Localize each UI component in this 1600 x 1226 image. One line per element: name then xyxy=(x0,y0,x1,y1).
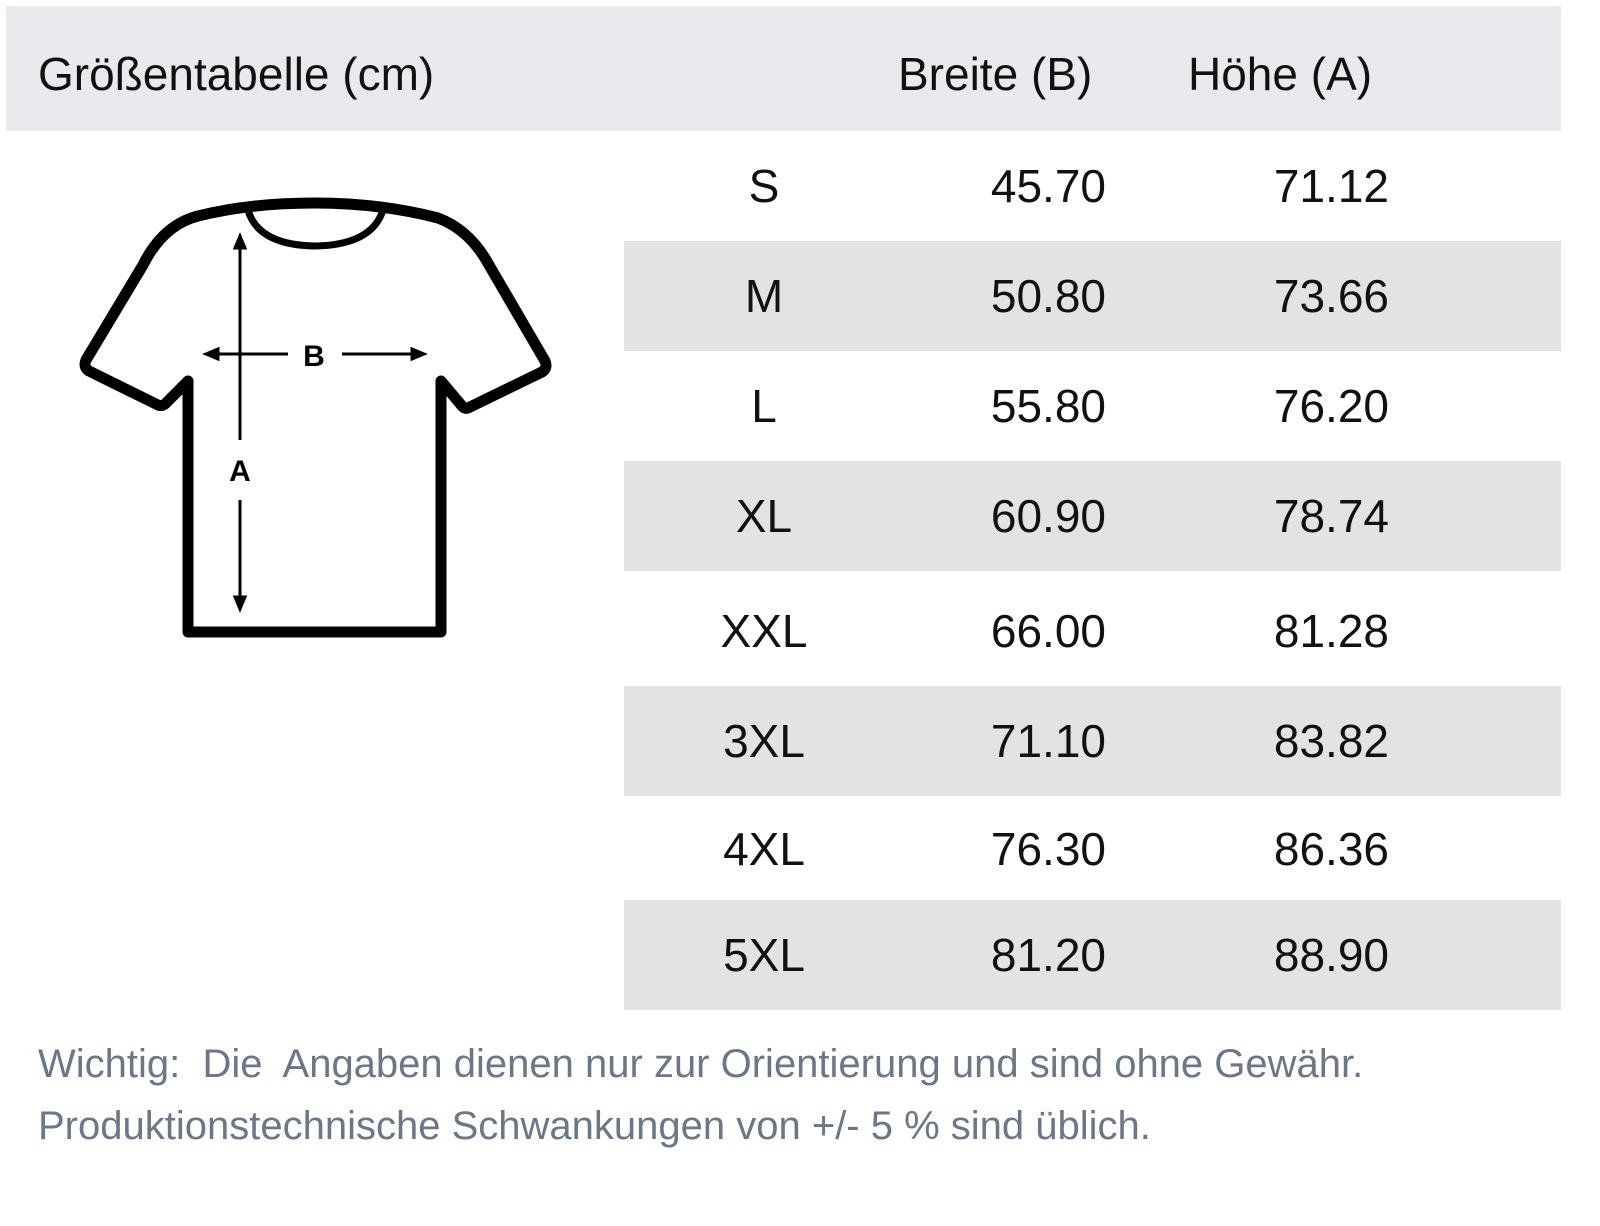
height-cell: 88.90 xyxy=(1273,929,1389,981)
tshirt-outline-icon xyxy=(79,197,552,638)
table-row: 4XL 76.30 86.36 xyxy=(624,794,1561,904)
height-cell: 78.74 xyxy=(1273,490,1389,542)
height-cell: 86.36 xyxy=(1273,823,1389,875)
width-cell: 60.90 xyxy=(990,490,1106,542)
size-cell: M xyxy=(744,270,784,322)
width-cell: 76.30 xyxy=(990,823,1106,875)
size-cell: 4XL xyxy=(723,823,805,875)
height-cell: 73.66 xyxy=(1273,270,1389,322)
note-line-1: Wichtig: Die Angaben dienen nur zur Orie… xyxy=(38,1042,1364,1086)
size-cell: XXL xyxy=(720,605,808,657)
size-cell: 3XL xyxy=(723,715,805,767)
size-cell: 5XL xyxy=(723,929,805,981)
table-row: 5XL 81.20 88.90 xyxy=(624,900,1561,1010)
table-row: 3XL 71.10 83.82 xyxy=(624,686,1561,796)
table-row: S 45.70 71.12 xyxy=(624,131,1561,241)
table-header: Größentabelle (cm) Breite (B) Höhe (A) xyxy=(6,6,1561,131)
table-row: M 50.80 73.66 xyxy=(624,241,1561,351)
size-cell: S xyxy=(748,160,780,212)
height-cell: 83.82 xyxy=(1273,715,1389,767)
height-cell: 81.28 xyxy=(1273,605,1389,657)
width-cell: 66.00 xyxy=(990,605,1106,657)
column-header-width: Breite (B) xyxy=(898,48,1093,100)
size-cell: XL xyxy=(735,490,793,542)
column-header-height: Höhe (A) xyxy=(1188,48,1373,100)
table-title: Größentabelle (cm) xyxy=(38,48,435,100)
tshirt-diagram: B A xyxy=(79,197,552,638)
width-cell: 50.80 xyxy=(990,270,1106,322)
height-cell: 71.12 xyxy=(1273,160,1389,212)
width-cell: 81.20 xyxy=(990,929,1106,981)
width-label: B xyxy=(303,340,325,373)
note-line-2: Produktionstechnische Schwankungen von +… xyxy=(38,1104,1151,1148)
width-cell: 45.70 xyxy=(990,160,1106,212)
table-row: L 55.80 76.20 xyxy=(624,351,1561,461)
width-cell: 55.80 xyxy=(990,380,1106,432)
width-cell: 71.10 xyxy=(990,715,1106,767)
height-cell: 76.20 xyxy=(1273,380,1389,432)
table-row: XL 60.90 78.74 xyxy=(624,461,1561,571)
table-row: XXL 66.00 81.28 xyxy=(624,576,1561,686)
measurement-arrows-icon xyxy=(202,232,428,613)
height-label: A xyxy=(229,455,251,488)
size-cell: L xyxy=(751,380,777,432)
